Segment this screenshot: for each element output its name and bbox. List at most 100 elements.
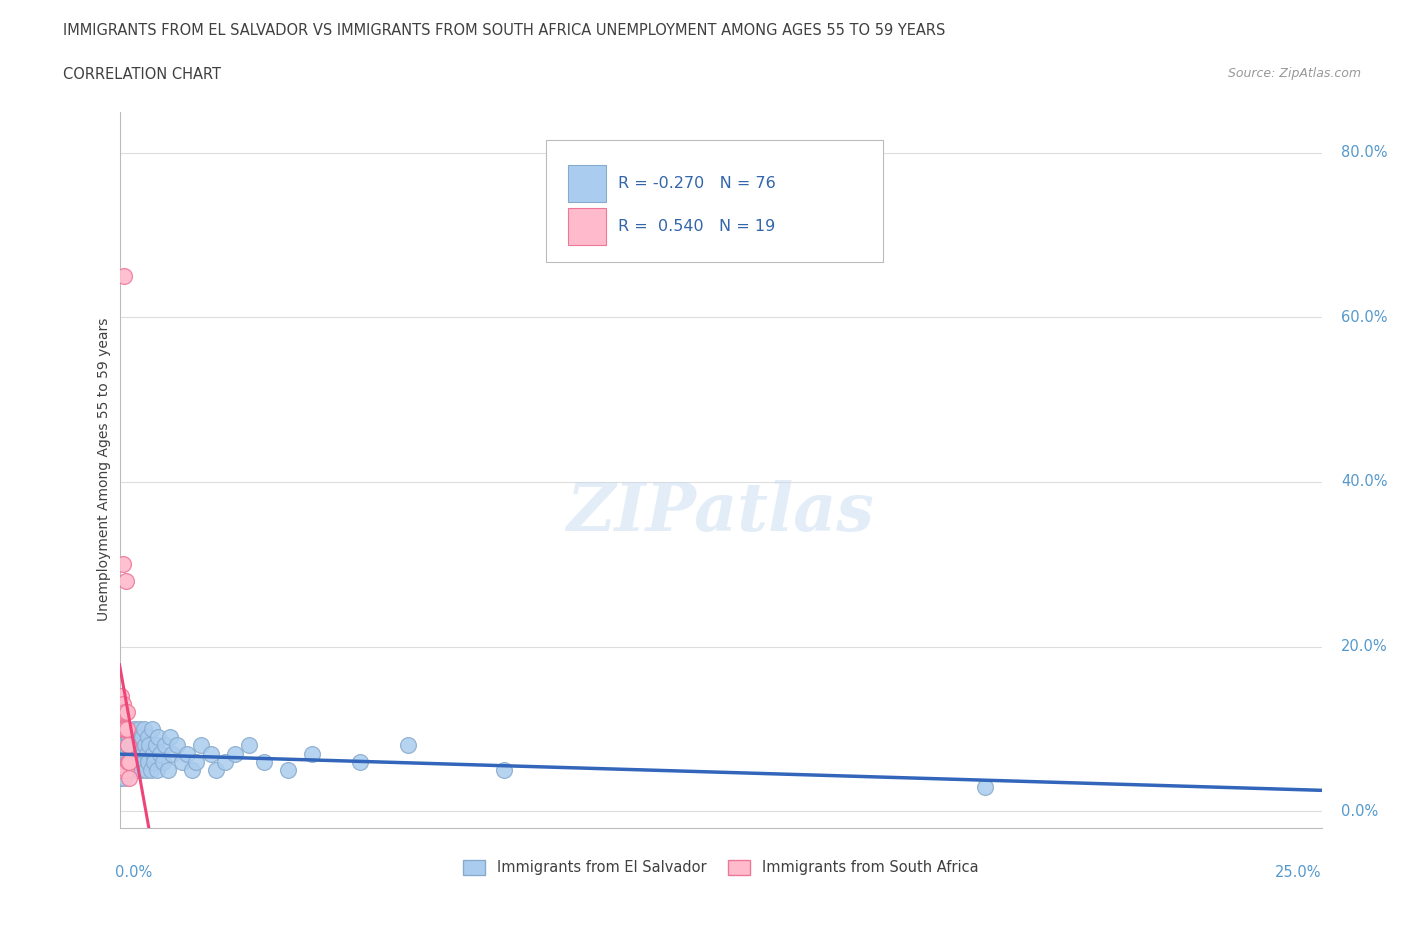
Text: ZIPatlas: ZIPatlas <box>567 480 875 545</box>
Point <box>176 746 198 761</box>
Text: IMMIGRANTS FROM EL SALVADOR VS IMMIGRANTS FROM SOUTH AFRICA UNEMPLOYMENT AMONG A: IMMIGRANTS FROM EL SALVADOR VS IMMIGRANT… <box>63 23 946 38</box>
Point <box>111 746 134 761</box>
Point <box>974 779 997 794</box>
Point <box>114 737 136 752</box>
Point <box>124 754 146 769</box>
Text: 60.0%: 60.0% <box>1341 310 1388 325</box>
Text: 20.0%: 20.0% <box>1341 639 1388 654</box>
Point <box>146 730 169 745</box>
Point <box>122 746 145 761</box>
Point <box>127 763 149 777</box>
Point <box>115 705 138 720</box>
Point <box>128 754 150 769</box>
Point <box>112 722 135 737</box>
Point <box>112 737 135 752</box>
Text: 40.0%: 40.0% <box>1341 474 1388 489</box>
Point <box>277 763 299 777</box>
Point <box>138 730 160 745</box>
Point <box>159 730 181 745</box>
Text: 0.0%: 0.0% <box>115 865 152 880</box>
Point <box>117 754 139 769</box>
Point <box>186 754 208 769</box>
Text: R = -0.270   N = 76: R = -0.270 N = 76 <box>619 176 776 191</box>
Point <box>118 763 141 777</box>
Point <box>110 705 132 720</box>
Legend: Immigrants from El Salvador, Immigrants from South Africa: Immigrants from El Salvador, Immigrants … <box>457 855 984 882</box>
Y-axis label: Unemployment Among Ages 55 to 59 years: Unemployment Among Ages 55 to 59 years <box>97 318 111 621</box>
Point <box>115 763 138 777</box>
Point <box>124 737 146 752</box>
Point <box>139 763 162 777</box>
Text: R =  0.540   N = 19: R = 0.540 N = 19 <box>619 219 776 233</box>
Text: 0.0%: 0.0% <box>1341 804 1378 818</box>
Point <box>146 763 169 777</box>
Point <box>111 763 134 777</box>
Point <box>134 737 156 752</box>
Point <box>117 737 139 752</box>
Point <box>110 722 132 737</box>
Point <box>117 737 139 752</box>
Point <box>349 754 371 769</box>
Point <box>121 754 143 769</box>
Point <box>120 754 142 769</box>
Text: CORRELATION CHART: CORRELATION CHART <box>63 67 221 82</box>
Point <box>111 557 134 572</box>
Point <box>131 730 153 745</box>
Point <box>120 763 142 777</box>
Point <box>127 730 149 745</box>
Point <box>396 737 419 752</box>
Point <box>162 746 184 761</box>
Point <box>190 737 212 752</box>
Point <box>301 746 323 761</box>
Point <box>128 722 150 737</box>
Point <box>112 697 135 711</box>
Point <box>114 722 136 737</box>
Point <box>132 754 155 769</box>
Point <box>114 754 136 769</box>
Point <box>118 730 141 745</box>
Point <box>142 746 165 761</box>
Point <box>153 737 176 752</box>
Point <box>200 746 222 761</box>
Point <box>125 754 148 769</box>
Point <box>166 737 188 752</box>
Point <box>149 746 172 761</box>
Point <box>108 763 131 777</box>
Point <box>117 771 139 786</box>
Point <box>122 722 145 737</box>
Point <box>129 763 152 777</box>
Point <box>180 763 202 777</box>
Point <box>170 754 193 769</box>
Text: 25.0%: 25.0% <box>1275 865 1322 880</box>
Point <box>115 746 138 761</box>
Point <box>122 763 145 777</box>
Point <box>494 763 516 777</box>
Point <box>128 746 150 761</box>
Point <box>132 722 155 737</box>
Point <box>135 763 157 777</box>
Point <box>238 737 260 752</box>
FancyBboxPatch shape <box>568 165 606 202</box>
Point <box>129 737 152 752</box>
Point <box>138 754 160 769</box>
Text: Source: ZipAtlas.com: Source: ZipAtlas.com <box>1227 67 1361 80</box>
FancyBboxPatch shape <box>547 140 883 262</box>
Point <box>143 754 166 769</box>
Point <box>117 754 139 769</box>
Text: 80.0%: 80.0% <box>1341 145 1388 160</box>
Point <box>110 771 132 786</box>
Point <box>118 754 141 769</box>
Point <box>110 754 132 769</box>
Point <box>112 269 135 284</box>
Point <box>156 763 179 777</box>
Point <box>152 754 174 769</box>
Point <box>108 763 131 777</box>
Point <box>214 754 236 769</box>
Point <box>111 705 134 720</box>
FancyBboxPatch shape <box>568 207 606 245</box>
Point <box>135 746 157 761</box>
Point <box>131 746 153 761</box>
Point <box>112 771 135 786</box>
Point <box>110 688 132 703</box>
Point <box>204 763 226 777</box>
